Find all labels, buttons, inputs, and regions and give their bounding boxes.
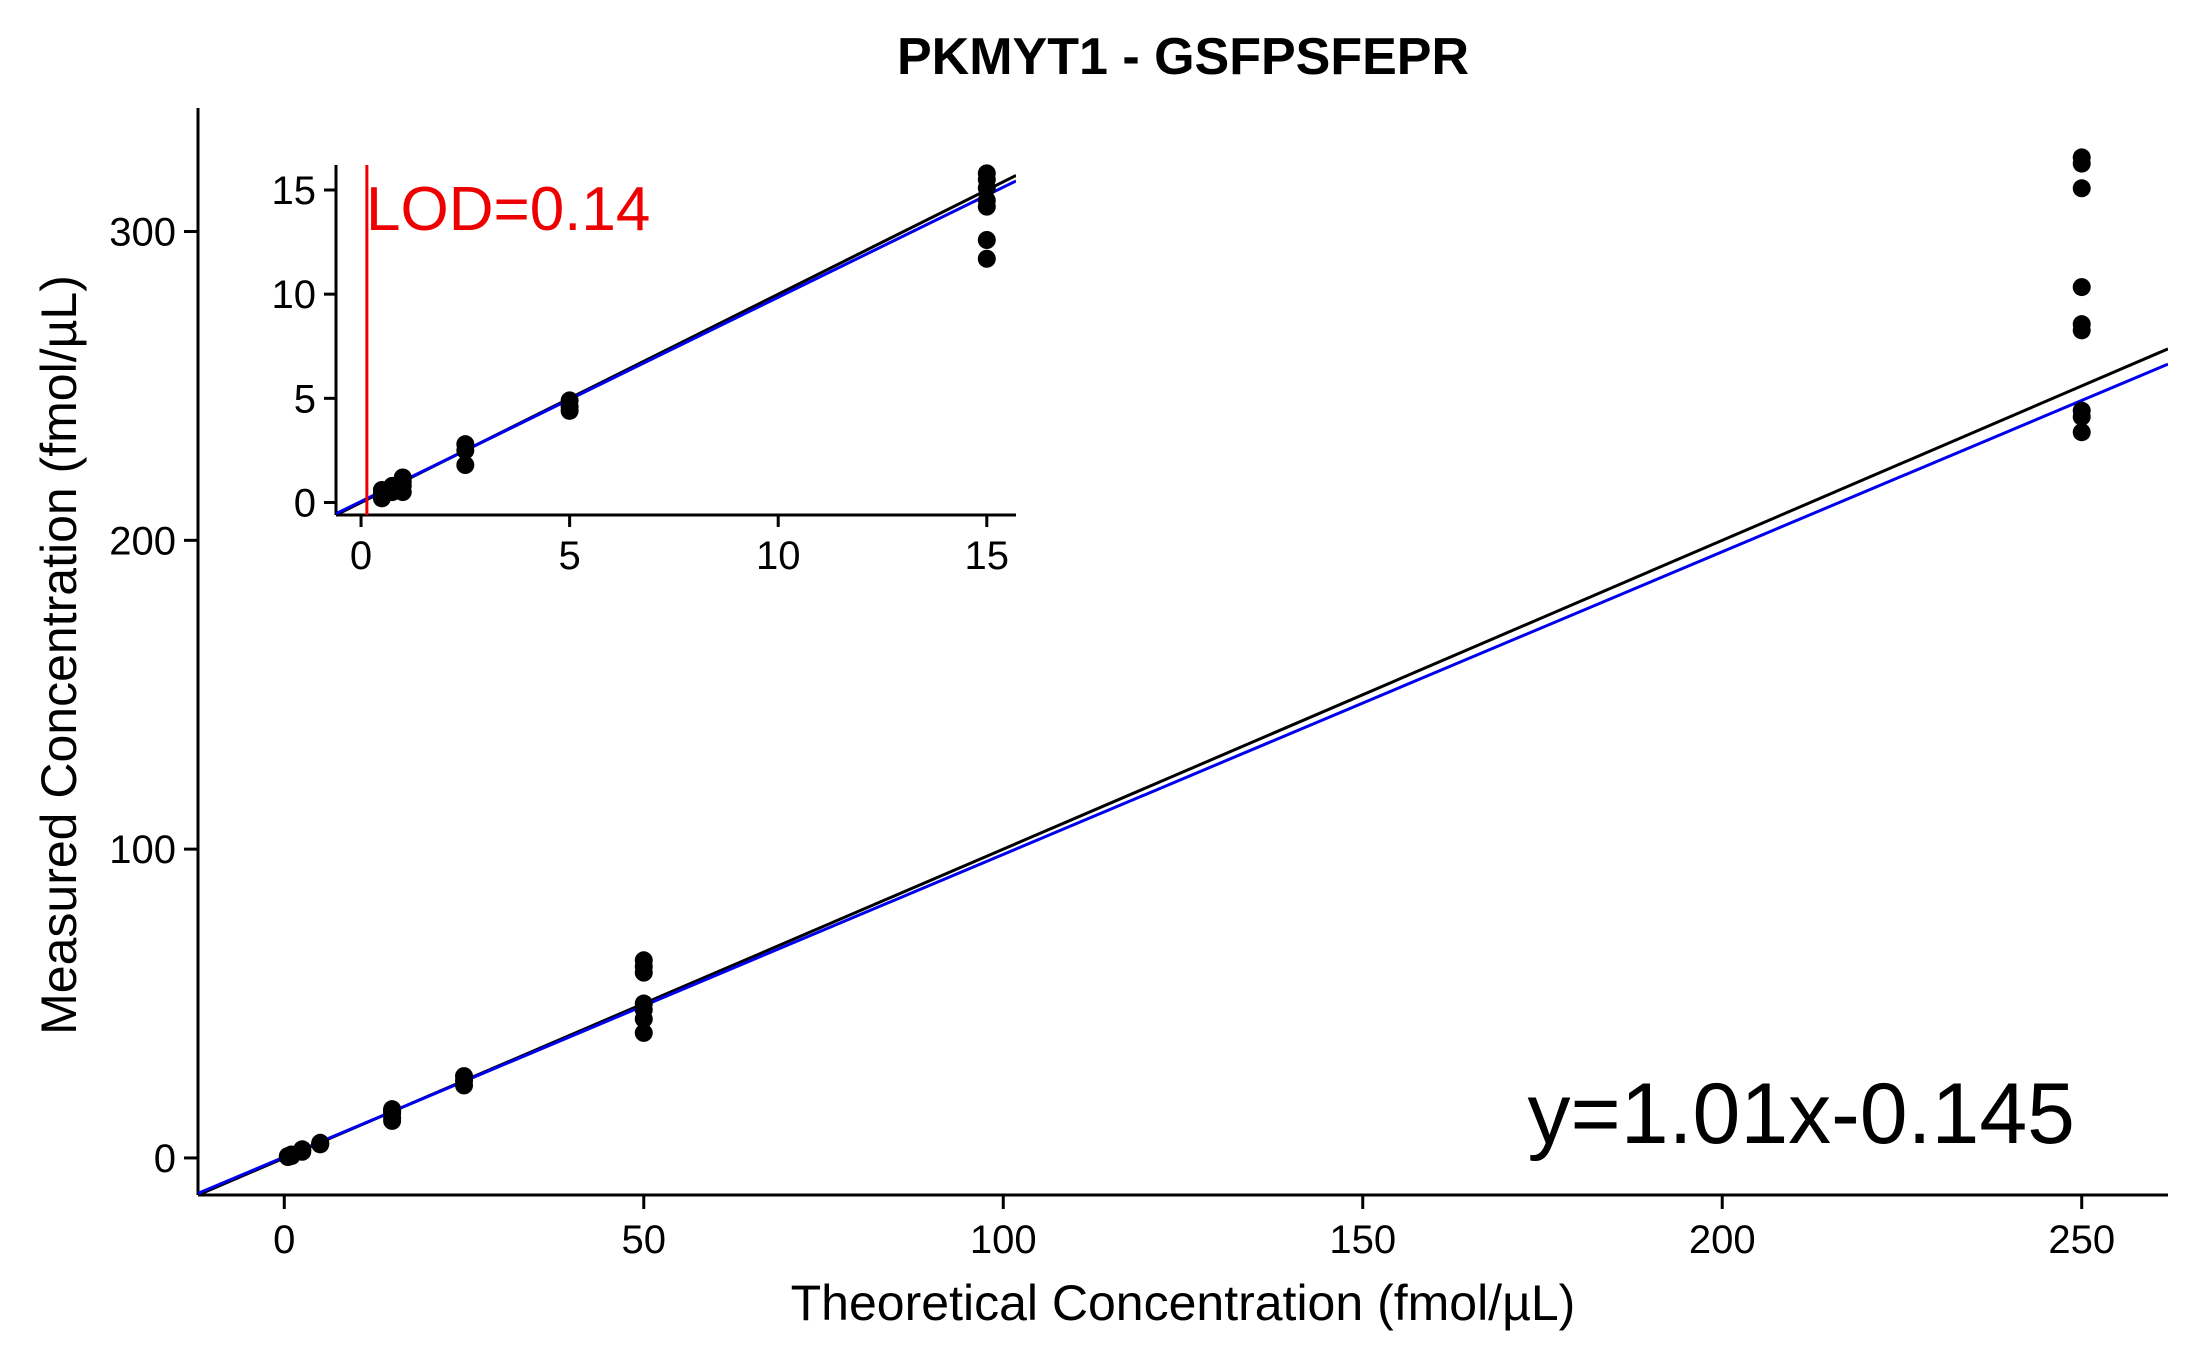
main-data-point: [311, 1133, 330, 1152]
inset-data-point: [560, 391, 579, 410]
inset-data-point: [977, 191, 996, 210]
inset-plot: 0 5 10 15 0 5 10 15: [272, 164, 1016, 578]
x-axis-title: Theoretical Concentration (fmol/µL): [791, 1275, 1576, 1331]
main-x-tick-label: 150: [1329, 1218, 1396, 1262]
inset-data-point: [977, 231, 996, 249]
regression-equation: y=1.01x-0.145: [1528, 1066, 2075, 1162]
main-data-point: [634, 1023, 653, 1042]
main-data-point: [634, 994, 653, 1013]
main-y-tick-label: 100: [109, 828, 176, 872]
main-y-tick-label: 200: [109, 519, 176, 563]
inset-data-point: [393, 468, 412, 487]
main-data-point: [2072, 315, 2091, 334]
main-data-point: [2072, 423, 2091, 442]
main-data-point: [2072, 179, 2091, 198]
inset-x-tick-label: 15: [965, 534, 1010, 578]
inset-fit-line: [336, 179, 1016, 515]
main-data-point: [383, 1100, 402, 1119]
main-data-point: [634, 951, 653, 970]
chart-title: PKMYT1 - GSFPSFEPR: [897, 28, 1469, 86]
main-x-tick-label: 100: [970, 1218, 1037, 1262]
main-data-point: [293, 1140, 312, 1159]
inset-data-point: [977, 164, 996, 183]
main-fit-line: [198, 362, 2168, 1195]
main-y-tick-label: 0: [154, 1137, 176, 1181]
main-data-point: [2072, 278, 2091, 297]
inset-y-tick-label: 10: [272, 273, 317, 317]
main-data-point: [2072, 148, 2091, 167]
inset-y-tick-label: 15: [272, 169, 317, 213]
inset-x-tick-label: 5: [558, 534, 580, 578]
inset-data-point: [456, 435, 475, 454]
main-x-tick-label: 200: [1689, 1218, 1756, 1262]
inset-y-tick-label: 5: [294, 377, 316, 421]
main-x-tick-label: 50: [622, 1218, 667, 1262]
inset-y-tick-label: 0: [294, 482, 316, 526]
inset-x-tick-label: 10: [756, 534, 801, 578]
main-y-tick-label: 300: [109, 211, 176, 255]
lod-label: LOD=0.14: [366, 175, 650, 244]
y-axis-title: Measured Concentration (fmol/µL): [31, 275, 87, 1035]
inset-data-point: [977, 249, 996, 268]
main-x-tick-label: 250: [2048, 1218, 2115, 1262]
main-data-point: [2072, 401, 2091, 420]
main-data-point: [455, 1067, 474, 1086]
inset-x-tick-label: 0: [350, 534, 372, 578]
inset-data-point: [456, 456, 475, 474]
main-x-tick-label: 0: [273, 1218, 295, 1262]
